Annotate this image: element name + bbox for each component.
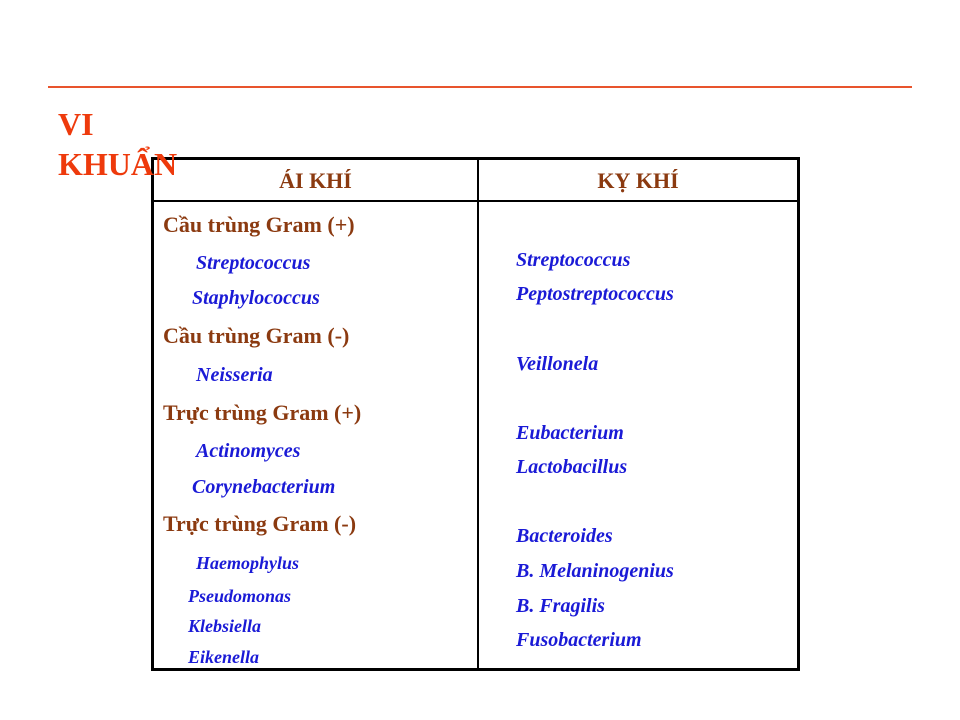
anaerobic-organism: Veillonela — [516, 353, 599, 375]
aerobic-organism: Corynebacterium — [192, 476, 336, 498]
slide-title-line-2: KHUẨN — [58, 146, 178, 182]
anaerobic-organism: B. Fragilis — [516, 595, 605, 617]
anaerobic-organism: Peptostreptococcus — [516, 283, 674, 305]
column-divider — [477, 160, 479, 668]
anaerobic-organism: B. Melaninogenius — [516, 560, 674, 582]
aerobic-organism: Haemophylus — [196, 553, 300, 573]
slide-title: VI KHUẨN — [58, 104, 177, 184]
title-divider-line — [48, 86, 912, 88]
bacteria-table: ÁI KHÍ KỴ KHÍ Cầu trùng Gram (+) Strepto… — [151, 157, 800, 671]
anaerobic-organism: Fusobacterium — [516, 629, 642, 651]
aerobic-organism: Pseudomonas — [188, 586, 292, 606]
header-aerobic: ÁI KHÍ — [279, 168, 352, 193]
slide-title-line-1: VI — [58, 106, 94, 142]
anaerobic-organism: Lactobacillus — [516, 456, 628, 478]
anaerobic-organism: Streptococcus — [516, 249, 631, 271]
anaerobic-organism: Bacteroides — [516, 525, 613, 547]
anaerobic-organism: Eubacterium — [516, 422, 624, 444]
aerobic-organism: Klebsiella — [188, 616, 261, 636]
aerobic-organism: Staphylococcus — [192, 287, 320, 309]
aerobic-group-label: Trực trùng Gram (+) — [163, 400, 362, 425]
header-divider — [154, 200, 797, 202]
aerobic-group-label: Cầu trùng Gram (-) — [163, 323, 350, 348]
aerobic-group-label: Cầu trùng Gram (+) — [163, 212, 355, 237]
header-anaerobic: KỴ KHÍ — [597, 168, 679, 193]
aerobic-organism: Streptococcus — [196, 252, 311, 274]
aerobic-organism: Neisseria — [196, 364, 273, 386]
aerobic-organism: Actinomyces — [196, 440, 301, 462]
aerobic-group-label: Trực trùng Gram (-) — [163, 511, 357, 536]
aerobic-organism: Eikenella — [188, 647, 259, 667]
